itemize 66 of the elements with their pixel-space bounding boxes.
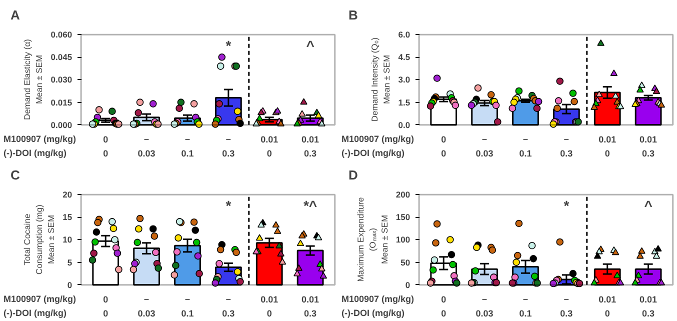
- x-tick-label: – 0.3: [560, 134, 573, 159]
- y-tick-label: 0: [67, 280, 72, 290]
- y-axis-title: Demand Intensity (Q₀) Mean ± SEM: [370, 37, 392, 122]
- annotation: ^: [306, 37, 314, 54]
- annotation: *: [226, 197, 232, 214]
- text: M100907 (mg/kg): [342, 294, 414, 304]
- y-tick-label: 4.5: [398, 52, 410, 62]
- y-tick-label: 3.0: [398, 74, 410, 85]
- y-tick-label: 150: [396, 212, 410, 222]
- y-axis-title: Demand Elasticity (α) Mean ± SEM: [22, 38, 44, 120]
- x-tick-label: – 0.03: [476, 134, 494, 159]
- y-tick-label: 5: [67, 257, 72, 268]
- x-tick-label: – 0.1: [519, 294, 532, 319]
- text: M100907 (mg/kg): [4, 134, 76, 144]
- y-tick-label: 0.045: [50, 52, 72, 62]
- annotation: *: [564, 197, 570, 214]
- chart-title: C: [10, 168, 20, 182]
- x-tick-label: 0 0: [103, 294, 108, 319]
- x-tick-label: – 0.1: [519, 134, 532, 159]
- text: (-)-DOI (mg/kg): [4, 308, 66, 318]
- annotation: *^: [303, 197, 318, 214]
- x-tick-label: 0 0: [441, 134, 446, 159]
- y-tick-label: 0.000: [50, 120, 72, 130]
- x-tick-label: 0.01 0: [260, 294, 278, 319]
- x-tick-label: – 0.03: [476, 294, 494, 319]
- x-tick-label: 0.01 0: [598, 134, 616, 159]
- x-tick-label: 0 0: [441, 294, 446, 319]
- x-tick-label: 0.01 0: [260, 134, 278, 159]
- y-tick-label: 10: [62, 234, 72, 245]
- x-tick-label: 0 0: [103, 134, 108, 159]
- annotation: ^: [644, 197, 652, 214]
- x-tick-label: 0.01 0.3: [640, 294, 658, 319]
- y-tick-label: 100: [396, 234, 410, 245]
- chart-title: A: [10, 8, 20, 22]
- annotation: *: [226, 37, 232, 54]
- x-tick-label: – 0.3: [222, 294, 235, 319]
- x-tick-label: – 0.03: [138, 294, 156, 319]
- chart-title: D: [348, 168, 358, 182]
- y-tick-label: 0: [405, 280, 410, 290]
- x-tick-label: 0.01 0.3: [302, 134, 320, 159]
- x-tick-label: – 0.1: [181, 294, 194, 319]
- x-tick-label: 0.01 0: [598, 294, 616, 319]
- y-tick-label: 50: [400, 257, 410, 268]
- text: M100907 (mg/kg): [342, 134, 414, 144]
- y-tick-label: 1.5: [398, 97, 410, 108]
- x-tick-label: 0.01 0.3: [640, 134, 658, 159]
- text: (-)-DOI (mg/kg): [4, 148, 66, 158]
- y-axis-title: Maximum Expenditure (Oₘₐₓ) Mean ± SEM: [355, 196, 390, 282]
- y-tick-label: 0.060: [50, 30, 72, 40]
- x-tick-label: – 0.03: [138, 134, 156, 159]
- y-tick-label: 0.015: [50, 97, 72, 108]
- x-tick-label: – 0.3: [222, 134, 235, 159]
- x-tick-label: 0.01 0.3: [302, 294, 320, 319]
- y-tick-label: 20: [62, 190, 72, 200]
- y-tick-label: 0.0: [398, 120, 410, 130]
- y-tick-label: 0.030: [50, 74, 72, 85]
- y-tick-label: 200: [396, 190, 410, 200]
- y-tick-label: 6.0: [398, 30, 410, 40]
- chart-title: B: [348, 8, 358, 22]
- x-tick-label: – 0.1: [181, 134, 194, 159]
- text: (-)-DOI (mg/kg): [342, 308, 404, 318]
- text: M100907 (mg/kg): [4, 294, 76, 304]
- y-tick-label: 15: [62, 212, 72, 222]
- x-tick-label: – 0.3: [560, 294, 573, 319]
- text: (-)-DOI (mg/kg): [342, 148, 404, 158]
- y-axis-title: Total Cocaine Consumption (mg) Mean ± SEM: [22, 204, 56, 274]
